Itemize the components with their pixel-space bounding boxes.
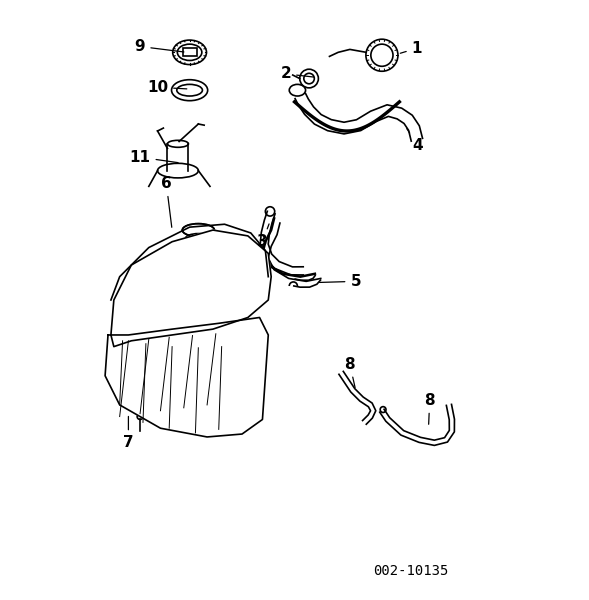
Text: 3: 3 bbox=[257, 224, 269, 249]
Polygon shape bbox=[111, 230, 271, 347]
Text: 8: 8 bbox=[345, 356, 355, 388]
Ellipse shape bbox=[183, 224, 214, 236]
Text: 11: 11 bbox=[130, 150, 178, 165]
Ellipse shape bbox=[216, 240, 239, 249]
Text: 7: 7 bbox=[123, 416, 134, 450]
Text: 002-10135: 002-10135 bbox=[373, 564, 449, 578]
Bar bbox=[183, 48, 197, 56]
Text: 4: 4 bbox=[407, 128, 423, 153]
Text: 8: 8 bbox=[425, 393, 435, 424]
Text: 10: 10 bbox=[147, 80, 187, 95]
Text: 5: 5 bbox=[319, 274, 361, 289]
Polygon shape bbox=[105, 317, 268, 437]
Text: 2: 2 bbox=[280, 67, 314, 82]
Text: 1: 1 bbox=[401, 41, 422, 56]
Text: 6: 6 bbox=[161, 176, 172, 227]
Text: 9: 9 bbox=[135, 39, 184, 54]
